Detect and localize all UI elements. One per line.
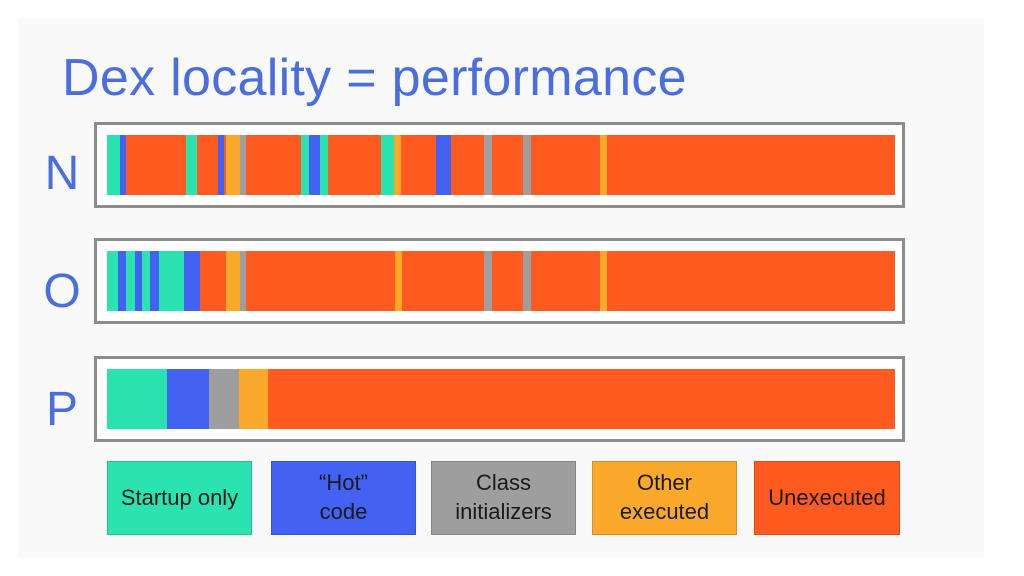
slide-title: Dex locality = performance [62, 49, 687, 107]
bar-o [94, 238, 905, 324]
segment-startup [319, 135, 328, 195]
segment-hot [184, 251, 200, 311]
segment-other [238, 369, 268, 429]
segment-hot [218, 135, 225, 195]
bar-track-o [107, 251, 895, 311]
segment-other [599, 135, 607, 195]
segment-hot [166, 369, 210, 429]
segment-startup [185, 135, 197, 195]
segment-class [523, 251, 531, 311]
segment-class [483, 251, 492, 311]
segment-startup [159, 251, 185, 311]
segment-startup [107, 369, 167, 429]
segment-other [394, 251, 403, 311]
segment-class [483, 135, 492, 195]
row-label-n: N [44, 147, 80, 200]
legend-class-initializers: Class initializers [431, 461, 576, 535]
segment-hot [118, 251, 126, 311]
segment-other [599, 251, 607, 311]
segment-class [523, 135, 531, 195]
segment-hot [436, 135, 452, 195]
row-label-o: O [43, 265, 81, 318]
segment-startup [381, 135, 394, 195]
segment-hot [149, 251, 159, 311]
segment-startup [107, 135, 120, 195]
segment-hot [308, 135, 320, 195]
segment-other [225, 251, 241, 311]
legend-unexecuted: Unexecuted [754, 461, 900, 535]
bar-n [94, 122, 905, 208]
legend-startup-only: Startup only [107, 461, 252, 535]
segment-class [240, 251, 247, 311]
segment-startup [141, 251, 150, 311]
bar-p [94, 356, 905, 442]
segment-startup [107, 251, 119, 311]
segment-other [225, 135, 241, 195]
legend-hot-code: “Hot” code [271, 461, 416, 535]
row-label-p: P [45, 383, 78, 436]
segment-class [209, 369, 239, 429]
segment-hot [119, 135, 126, 195]
legend-other-executed: Other executed [592, 461, 737, 535]
segment-hot [135, 251, 142, 311]
bar-track-p [107, 369, 895, 429]
segment-other [393, 135, 401, 195]
segment-startup [300, 135, 309, 195]
segment-class [240, 135, 247, 195]
segment-startup [125, 251, 136, 311]
bar-track-n [107, 135, 895, 195]
